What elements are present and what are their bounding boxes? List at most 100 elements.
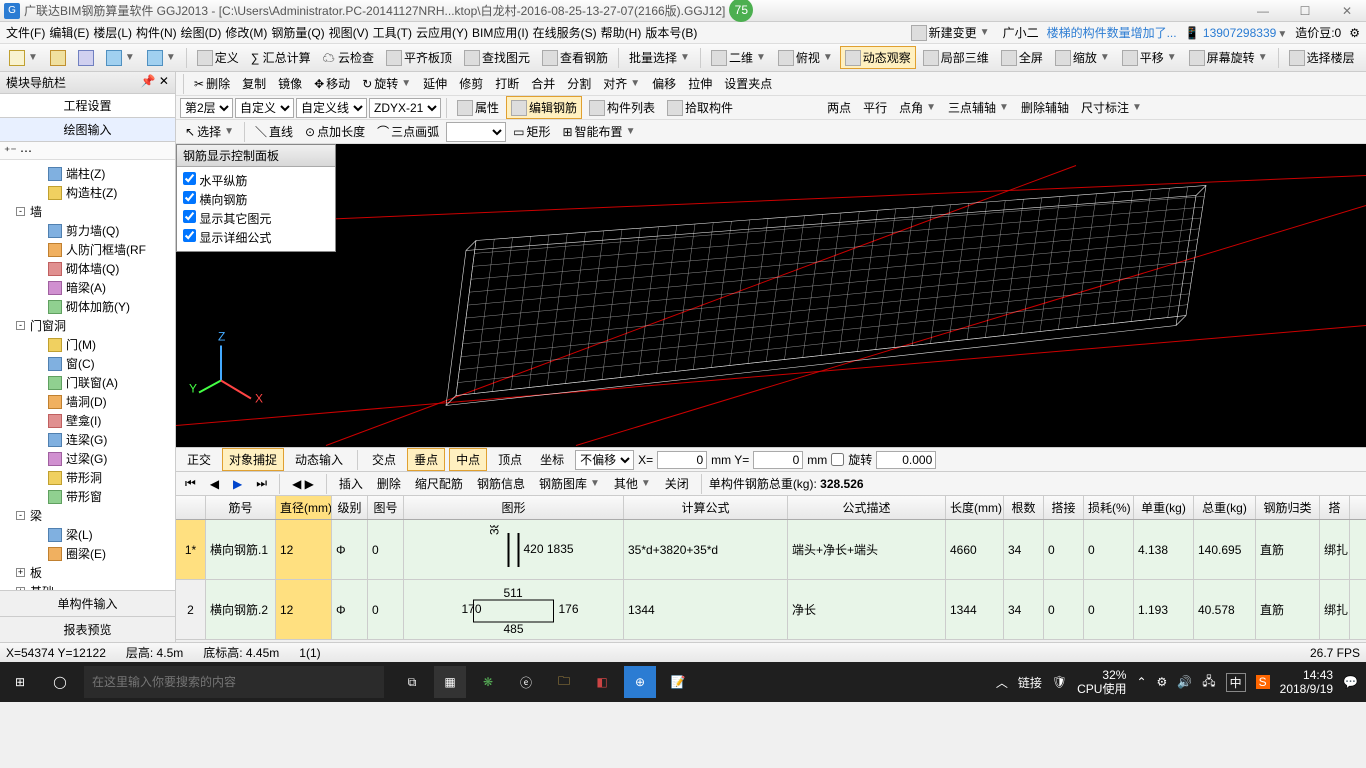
merge-button[interactable]: 合并 (526, 72, 560, 95)
pick-component-button[interactable]: 拾取构件 (662, 96, 738, 119)
sidebar-tab-single[interactable]: 单构件输入 (0, 590, 175, 616)
ortho-toggle[interactable]: 正交 (180, 448, 218, 471)
three-axis-button[interactable]: 三点辅轴▼ (943, 96, 1014, 119)
app-icon-5[interactable]: 📝 (662, 666, 694, 698)
tray-shield-icon[interactable]: 🛡 (1052, 675, 1067, 689)
column-header[interactable]: 图形 (404, 496, 624, 519)
table-row[interactable]: 2横向钢筋.212Φ05111761704851344净长134434001.1… (176, 580, 1366, 640)
redo-button[interactable]: ▼ (142, 47, 181, 69)
menu-item[interactable]: 在线服务(S) (533, 24, 597, 41)
component-tree[interactable]: 端柱(Z)构造柱(Z)-墙剪力墙(Q)人防门框墙(RF砌体墙(Q)暗梁(A)砌体… (0, 160, 175, 590)
search-input[interactable] (92, 675, 376, 689)
delete-button[interactable]: ✂ 删除 (189, 72, 235, 95)
line-tool[interactable]: ＼ 直线 (250, 120, 298, 143)
menu-item[interactable]: BIM应用(I) (472, 24, 529, 41)
batch-select-button[interactable]: 批量选择▼ (624, 46, 695, 69)
menu-item[interactable]: 工具(T) (373, 24, 412, 41)
align-button[interactable]: 对齐▼ (598, 72, 645, 95)
explorer-icon[interactable]: 🗀 (548, 666, 580, 698)
set-grip-button[interactable]: 设置夹点 (719, 72, 777, 95)
table-row[interactable]: 1*横向钢筋.112Φ0420 1835388135*d+3820+35*d端头… (176, 520, 1366, 580)
column-header[interactable]: 图号 (368, 496, 404, 519)
menu-item[interactable]: 构件(N) (136, 24, 177, 41)
rebar-display-panel[interactable]: 钢筋显示控制面板 水平纵筋 横向钢筋 显示其它图元 显示详细公式 (176, 144, 336, 252)
pan-button[interactable]: 平移▼ (1117, 46, 1182, 69)
dyn-input-toggle[interactable]: 动态输入 (288, 448, 350, 471)
extend-button[interactable]: 延伸 (418, 72, 452, 95)
grid-last[interactable]: ⏭ (251, 473, 272, 494)
tray-notifications[interactable]: 💬 (1343, 675, 1358, 689)
tray-link[interactable]: 链接 (1018, 674, 1042, 691)
tray-ime[interactable]: 中 (1226, 673, 1246, 692)
grid-scale[interactable]: 缩尺配筋 (410, 472, 468, 495)
floor-select[interactable]: 第2层 (180, 98, 233, 118)
arc-tool[interactable]: ⌒ 三点画弧 (372, 120, 444, 143)
tree-item[interactable]: 过梁(G) (2, 449, 173, 468)
grid-other[interactable]: 其他▼ (609, 472, 656, 495)
cortana-icon[interactable]: ◯ (40, 662, 80, 702)
local-3d-button[interactable]: 局部三维 (918, 46, 994, 69)
move-button[interactable]: ✥ 移动 (309, 72, 355, 95)
tree-item[interactable]: +板 (2, 563, 173, 582)
column-header[interactable]: 计算公式 (624, 496, 788, 519)
tree-item[interactable]: -梁 (2, 506, 173, 525)
menu-item[interactable]: 编辑(E) (49, 24, 89, 41)
rotate-input[interactable] (876, 451, 936, 469)
sidebar-pin-icon[interactable]: 📌 ✕ (141, 74, 169, 91)
menu-item[interactable]: 绘图(D) (181, 24, 222, 41)
rotate-button[interactable]: ↻ 旋转▼ (357, 72, 416, 95)
tree-item[interactable]: 带形窗 (2, 487, 173, 506)
grid-library[interactable]: 钢筋图库▼ (534, 472, 605, 495)
parallel-button[interactable]: 平行 (858, 96, 892, 119)
zoom-button[interactable]: 缩放▼ (1050, 46, 1115, 69)
offset-mode-select[interactable]: 不偏移 (575, 450, 634, 470)
column-header[interactable] (176, 496, 206, 519)
osnap-toggle[interactable]: 对象捕捉 (222, 448, 284, 471)
close-button[interactable]: ✕ (1332, 4, 1362, 18)
cloud-check-button[interactable]: ☁ 云检查 (318, 46, 379, 69)
tree-item[interactable]: 门(M) (2, 335, 173, 354)
type-select[interactable]: 自定义线 (296, 98, 367, 118)
grid-first[interactable]: ⏮ (180, 473, 201, 494)
define-button[interactable]: 定义 (192, 46, 244, 69)
save-button[interactable] (73, 47, 99, 69)
rect-tool[interactable]: ▭ 矩形 (508, 120, 555, 143)
start-button[interactable]: ⊞ (0, 662, 40, 702)
split-button[interactable]: 分割 (562, 72, 596, 95)
column-header[interactable]: 损耗(%) (1084, 496, 1134, 519)
grid-insert[interactable]: 插入 (334, 472, 368, 495)
open-button[interactable] (45, 47, 71, 69)
point-length-tool[interactable]: ⊙ 点加长度 (300, 120, 370, 143)
component-list-button[interactable]: 构件列表 (584, 96, 660, 119)
y-input[interactable] (753, 451, 803, 469)
column-header[interactable]: 搭 (1320, 496, 1350, 519)
taskview-icon[interactable]: ⧉ (396, 666, 428, 698)
tree-item[interactable]: +基础 (2, 582, 173, 590)
tray-clock[interactable]: 14:432018/9/19 (1280, 668, 1333, 696)
menu-item[interactable]: 帮助(H) (601, 24, 642, 41)
menu-item[interactable]: 楼层(L) (93, 24, 132, 41)
menu-item[interactable]: 版本号(B) (645, 24, 697, 41)
tree-item[interactable]: 剪力墙(Q) (2, 221, 173, 240)
column-header[interactable]: 直径(mm) (276, 496, 332, 519)
menu-item[interactable]: 修改(M) (225, 24, 267, 41)
select-floor-button[interactable]: 选择楼层 (1284, 46, 1360, 69)
tray-expand[interactable]: ︿ (996, 674, 1008, 691)
sum-calc-button[interactable]: ∑ 汇总计算 (246, 46, 316, 69)
notice-link[interactable]: 楼梯的构件数量增加了... (1047, 24, 1177, 41)
rebar-grid[interactable]: 筋号直径(mm)级别图号图形计算公式公式描述长度(mm)根数搭接损耗(%)单重(… (176, 495, 1366, 650)
find-entity-button[interactable]: 查找图元 (459, 46, 535, 69)
settings-icon[interactable]: ⚙ (1349, 26, 1360, 40)
tree-item[interactable]: 圈梁(E) (2, 544, 173, 563)
taskbar-search[interactable] (84, 666, 384, 698)
display-option[interactable]: 显示其它图元 (183, 209, 329, 228)
tray-sogou-icon[interactable]: S (1256, 675, 1270, 689)
grid-close[interactable]: 关闭 (660, 472, 694, 495)
delete-axis-button[interactable]: 删除辅轴 (1016, 96, 1074, 119)
app-icon-4[interactable]: ⊕ (624, 666, 656, 698)
mirror-button[interactable]: 镜像 (273, 72, 307, 95)
maximize-button[interactable]: ☐ (1290, 4, 1320, 18)
tray-icon-1[interactable]: ⌃ (1136, 675, 1146, 689)
tray-network-icon[interactable]: 🖧 (1202, 672, 1215, 693)
tree-item[interactable]: 墙洞(D) (2, 392, 173, 411)
